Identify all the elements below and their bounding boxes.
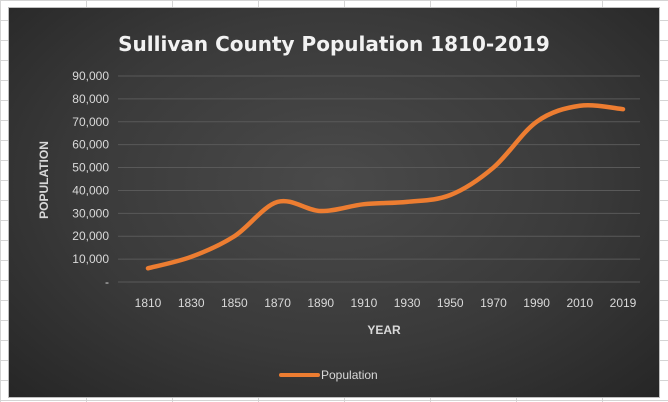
y-tick-label: 60,000 (72, 138, 109, 152)
x-tick-label: 1810 (135, 296, 162, 310)
x-axis-title: YEAR (367, 323, 401, 337)
y-tick-label: 30,000 (72, 206, 109, 220)
x-tick-label: 1870 (264, 296, 291, 310)
chart-title: Sullivan County Population 1810-2019 (118, 32, 550, 56)
legend[interactable]: Population (279, 368, 378, 382)
y-axis-title: POPULATION (37, 141, 51, 219)
series-group (145, 103, 626, 271)
y-tick-label: 40,000 (72, 183, 109, 197)
chart-area[interactable] (8, 7, 660, 398)
x-tick-label: 1910 (351, 296, 378, 310)
x-tick-label: 2010 (566, 296, 593, 310)
y-tick-label: 10,000 (72, 252, 109, 266)
y-axis-ticks: - 10,000 20,000 30,000 40,000 50,000 60,000 70,… (72, 69, 109, 289)
y-tick-label: 90,000 (72, 69, 109, 83)
y-tick-label: 20,000 (72, 229, 109, 243)
series-line-population[interactable] (145, 103, 626, 271)
y-tick-label: 50,000 (72, 161, 109, 175)
y-tick-label: - (105, 275, 109, 289)
x-tick-label: 1930 (394, 296, 421, 310)
x-tick-label: 2019 (610, 296, 637, 310)
x-tick-label: 1990 (523, 296, 550, 310)
y-tick-label: 80,000 (72, 92, 109, 106)
y-tick-label: 70,000 (72, 115, 109, 129)
x-tick-label: 1970 (480, 296, 507, 310)
legend-label: Population (321, 368, 378, 382)
gridlines (118, 75, 640, 283)
x-tick-label: 1830 (178, 296, 205, 310)
x-tick-label: 1950 (437, 296, 464, 310)
x-tick-label: 1890 (307, 296, 334, 310)
x-axis-ticks: 1810 1830 1850 1870 1890 1910 1930 1950 1970 1990… (135, 296, 637, 310)
x-tick-label: 1850 (221, 296, 248, 310)
